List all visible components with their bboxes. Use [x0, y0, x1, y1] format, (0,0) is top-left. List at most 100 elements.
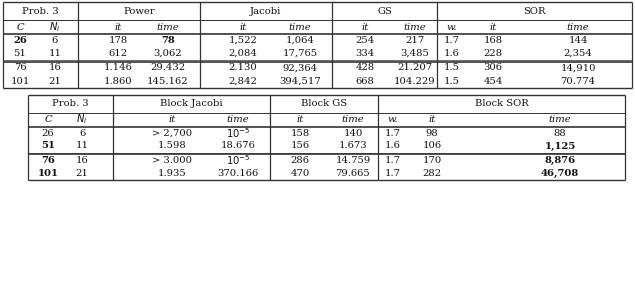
Text: GS: GS: [377, 7, 392, 16]
Text: 158: 158: [290, 128, 310, 137]
Text: 3,062: 3,062: [154, 49, 182, 58]
Text: 140: 140: [344, 128, 363, 137]
Text: it: it: [490, 22, 497, 32]
Text: 14.759: 14.759: [335, 156, 371, 165]
Text: 21.207: 21.207: [398, 64, 432, 73]
Text: 76: 76: [14, 64, 26, 73]
Text: Block Jacobi: Block Jacobi: [160, 99, 223, 108]
Text: 1.673: 1.673: [338, 142, 367, 151]
Text: it: it: [168, 115, 176, 124]
Text: 394,517: 394,517: [279, 76, 321, 85]
Text: 46,708: 46,708: [541, 169, 579, 178]
Text: > 2,700: > 2,700: [152, 128, 192, 137]
Text: 306: 306: [483, 64, 502, 73]
Text: 76: 76: [41, 156, 55, 165]
Text: 101: 101: [37, 169, 58, 178]
Text: $N_i$: $N_i$: [50, 20, 61, 34]
Text: 2,084: 2,084: [229, 49, 257, 58]
Text: 668: 668: [356, 76, 375, 85]
Text: 217: 217: [405, 36, 425, 45]
Text: 168: 168: [483, 36, 502, 45]
Text: 1,125: 1,125: [544, 142, 576, 151]
Text: 2,842: 2,842: [229, 76, 257, 85]
Text: time: time: [227, 115, 250, 124]
Text: time: time: [289, 22, 311, 32]
Text: Prob. 3: Prob. 3: [22, 7, 59, 16]
Text: 286: 286: [290, 156, 309, 165]
Text: 11: 11: [48, 49, 62, 58]
Text: Power: Power: [123, 7, 155, 16]
Text: 1.5: 1.5: [444, 64, 460, 73]
Text: 1.7: 1.7: [385, 128, 401, 137]
Text: $10^{-5}$: $10^{-5}$: [226, 154, 250, 167]
Text: 8,876: 8,876: [544, 156, 575, 165]
Text: 6: 6: [52, 36, 58, 45]
Text: Prob. 3: Prob. 3: [52, 99, 89, 108]
Text: it: it: [297, 115, 304, 124]
Text: time: time: [157, 22, 179, 32]
Text: 1.5: 1.5: [444, 76, 460, 85]
Text: 1.6: 1.6: [444, 49, 460, 58]
Text: 78: 78: [161, 36, 175, 45]
Text: Jacobi: Jacobi: [250, 7, 282, 16]
Text: 106: 106: [422, 142, 441, 151]
Text: 14,910: 14,910: [560, 64, 596, 73]
Text: 26: 26: [13, 36, 27, 45]
Text: $10^{-5}$: $10^{-5}$: [226, 126, 250, 140]
Text: Block GS: Block GS: [301, 99, 347, 108]
Text: 26: 26: [42, 128, 55, 137]
Text: 254: 254: [356, 36, 375, 45]
Text: it: it: [239, 22, 246, 32]
Text: it: it: [429, 115, 436, 124]
Text: 370.166: 370.166: [217, 169, 258, 178]
Text: 2,354: 2,354: [564, 49, 592, 58]
Text: 1.7: 1.7: [444, 36, 460, 45]
Text: 1,522: 1,522: [229, 36, 257, 45]
Text: 178: 178: [109, 36, 128, 45]
Text: time: time: [549, 115, 572, 124]
Text: 18.676: 18.676: [220, 142, 255, 151]
Text: 21: 21: [48, 76, 62, 85]
Text: 1.7: 1.7: [385, 169, 401, 178]
Text: 1.935: 1.935: [157, 169, 187, 178]
Text: 170: 170: [422, 156, 441, 165]
Text: 101: 101: [10, 76, 30, 85]
Text: time: time: [342, 115, 364, 124]
Text: 6: 6: [79, 128, 85, 137]
Text: 51: 51: [41, 142, 55, 151]
Text: 3,485: 3,485: [401, 49, 429, 58]
Text: 1.7: 1.7: [385, 156, 401, 165]
Text: 1.6: 1.6: [385, 142, 401, 151]
Text: 70.774: 70.774: [561, 76, 596, 85]
Text: 29.432: 29.432: [150, 64, 185, 73]
Text: 2.130: 2.130: [229, 64, 257, 73]
Text: 21: 21: [76, 169, 88, 178]
Text: 98: 98: [425, 128, 438, 137]
Text: 1,064: 1,064: [286, 36, 314, 45]
Text: 88: 88: [554, 128, 566, 137]
Text: 470: 470: [290, 169, 310, 178]
Text: 16: 16: [49, 64, 62, 73]
Text: C: C: [44, 115, 52, 124]
Text: 1.598: 1.598: [157, 142, 187, 151]
Text: 156: 156: [290, 142, 310, 151]
Text: it: it: [114, 22, 122, 32]
Text: 454: 454: [483, 76, 503, 85]
Text: 92,364: 92,364: [283, 64, 318, 73]
Text: C: C: [16, 22, 24, 32]
Text: time: time: [404, 22, 426, 32]
Text: > 3.000: > 3.000: [152, 156, 192, 165]
Text: Block SOR: Block SOR: [474, 99, 528, 108]
Text: 17,765: 17,765: [283, 49, 318, 58]
Text: it: it: [361, 22, 369, 32]
Text: 79.665: 79.665: [336, 169, 370, 178]
Text: 428: 428: [356, 64, 375, 73]
Text: 16: 16: [76, 156, 88, 165]
Text: 104.229: 104.229: [394, 76, 436, 85]
Text: 228: 228: [483, 49, 502, 58]
Text: 51: 51: [13, 49, 27, 58]
Text: 11: 11: [76, 142, 88, 151]
Text: 334: 334: [356, 49, 375, 58]
Text: w.: w.: [447, 22, 457, 32]
Text: $N_i$: $N_i$: [76, 112, 88, 126]
